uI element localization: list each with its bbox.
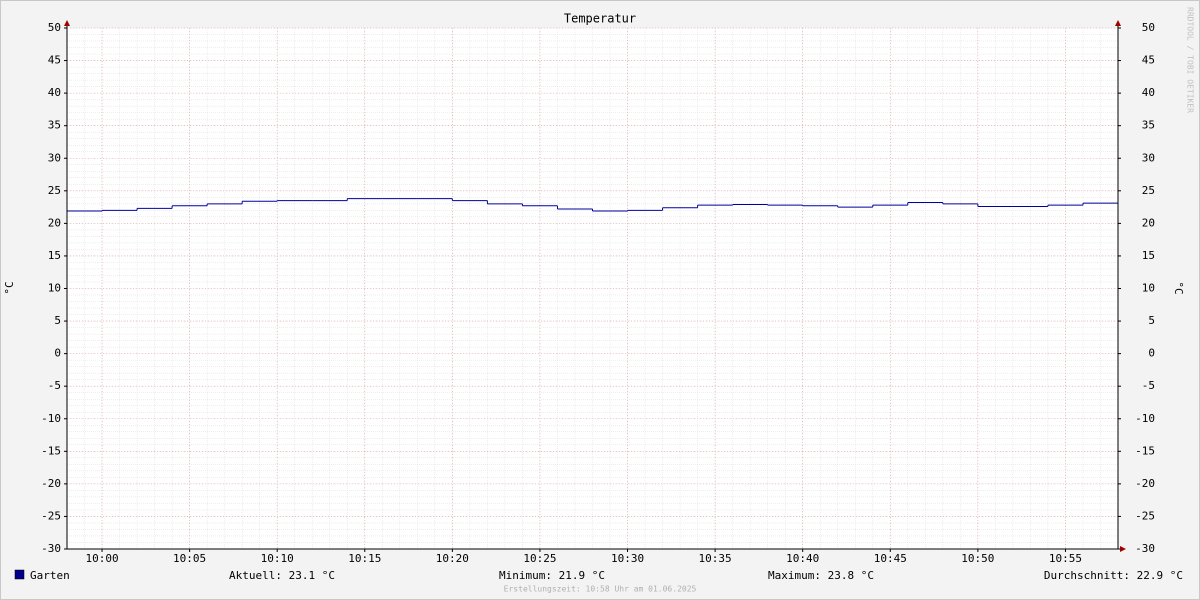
axis-arrow	[64, 20, 70, 26]
y-tick-label: -5	[48, 379, 61, 392]
y2-tick-label: -5	[1142, 379, 1155, 392]
y-tick-label: -25	[41, 509, 61, 522]
y2-tick-label: 20	[1142, 216, 1155, 229]
x-tick-label: 10:40	[786, 552, 819, 565]
y-tick-label: 10	[48, 282, 61, 295]
y2-tick-label: 5	[1148, 314, 1155, 327]
x-tick-label: 10:50	[961, 552, 994, 565]
y-tick-label: -20	[41, 477, 61, 490]
y-tick-label: 20	[48, 216, 61, 229]
y2-tick-label: -10	[1135, 412, 1155, 425]
y-tick-label: 40	[48, 86, 61, 99]
series	[67, 198, 1118, 212]
x-tick-label: 10:00	[85, 552, 118, 565]
x-tick-label: 10:25	[523, 552, 556, 565]
y2-tick-label: 25	[1142, 184, 1155, 197]
y2-tick-label: 0	[1148, 347, 1155, 360]
y2-tick-label: 35	[1142, 119, 1155, 132]
axis-arrow	[1115, 20, 1121, 26]
y2-axis-label: °C	[1172, 281, 1185, 294]
legend-stat: Durchschnitt: 22.9 °C	[1044, 569, 1183, 582]
y-tick-label: 45	[48, 54, 61, 67]
y-tick-label: 35	[48, 119, 61, 132]
y2-tick-label: -25	[1135, 509, 1155, 522]
x-tick-label: 10:15	[348, 552, 381, 565]
legend-swatch	[14, 569, 25, 580]
y-tick-label: 50	[48, 21, 61, 34]
y-tick-label: 15	[48, 249, 61, 262]
y-axis-label: °C	[3, 281, 16, 294]
y-tick-label: -10	[41, 412, 61, 425]
y2-tick-label: -30	[1135, 542, 1155, 555]
y-tick-label: 5	[54, 314, 61, 327]
legend-stat: Minimum: 21.9 °C	[499, 569, 605, 582]
footer: Erstellungszeit: 10:58 Uhr am 01.06.2025	[504, 585, 697, 594]
chart-title: Temperatur	[564, 12, 636, 26]
labels: -30 -30 -25 -25 -20 -20 -15 -15 -10 -10 -5 -5 0 0 5 5 10…	[41, 21, 1155, 565]
grid	[64, 27, 1121, 552]
x-tick-label: 10:55	[1049, 552, 1082, 565]
y2-tick-label: -15	[1135, 444, 1155, 457]
y2-tick-label: 15	[1142, 249, 1155, 262]
y2-tick-label: 50	[1142, 21, 1155, 34]
x-tick-label: 10:10	[261, 552, 294, 565]
x-tick-label: 10:20	[436, 552, 469, 565]
y2-tick-label: 45	[1142, 54, 1155, 67]
y2-tick-label: 10	[1142, 282, 1155, 295]
y-tick-label: 30	[48, 151, 61, 164]
y-tick-label: -30	[41, 542, 61, 555]
x-tick-label: 10:30	[611, 552, 644, 565]
y2-tick-label: 40	[1142, 86, 1155, 99]
y-tick-label: 0	[54, 347, 61, 360]
y-tick-label: 25	[48, 184, 61, 197]
watermark: RRDTOOL / TOBI OETIKER	[1186, 7, 1195, 113]
y2-tick-label: -20	[1135, 477, 1155, 490]
x-tick-label: 10:35	[699, 552, 732, 565]
y2-tick-label: 30	[1142, 151, 1155, 164]
axis-arrow	[1120, 546, 1126, 552]
x-tick-label: 10:45	[874, 552, 907, 565]
x-tick-label: 10:05	[173, 552, 206, 565]
legend-label: Garten	[30, 569, 70, 582]
y-tick-label: -15	[41, 444, 61, 457]
legend-stat: Aktuell: 23.1 °C	[229, 569, 335, 582]
legend-stat: Maximum: 23.8 °C	[768, 569, 874, 582]
